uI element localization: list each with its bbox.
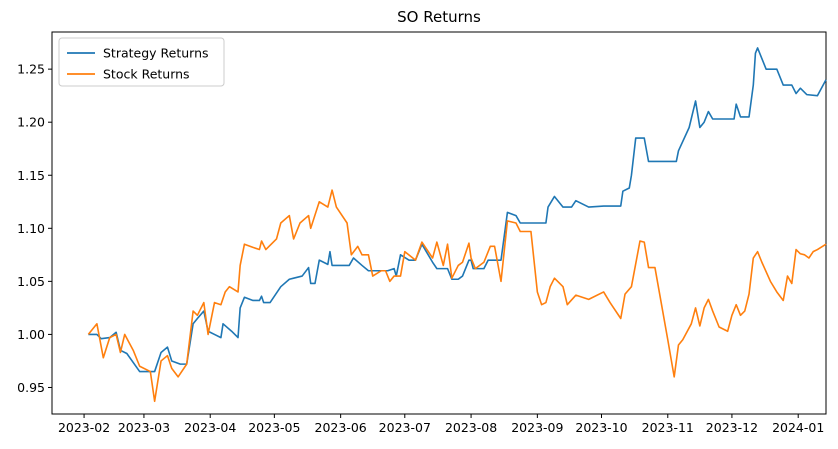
chart-title: SO Returns — [397, 8, 481, 26]
x-tick-label: 2023-08 — [445, 420, 497, 435]
series-line-2 — [87, 189, 827, 403]
series-layer — [87, 47, 827, 403]
legend-label-1: Strategy Returns — [103, 46, 209, 61]
x-tick-label: 2023-05 — [248, 420, 300, 435]
y-tick-label: 1.20 — [17, 115, 45, 130]
x-tick-label: 2023-12 — [706, 420, 758, 435]
x-tick-label: 2024-01 — [772, 420, 824, 435]
legend: Strategy Returns Stock Returns — [58, 37, 225, 87]
y-tick-label: 1.00 — [17, 327, 45, 342]
x-tick-label: 2023-11 — [642, 420, 694, 435]
x-axis: 2023-02 2023-03 2023-04 2023-05 2023-06 2023-… — [58, 414, 824, 435]
y-tick-label: 1.10 — [17, 221, 45, 236]
y-tick-label: 1.05 — [17, 274, 45, 289]
x-tick-label: 2023-09 — [511, 420, 563, 435]
x-tick-label: 2023-03 — [118, 420, 170, 435]
x-tick-label: 2023-10 — [575, 420, 627, 435]
legend-box — [58, 37, 225, 87]
series-line-1 — [88, 47, 827, 373]
x-tick-label: 2023-06 — [315, 420, 367, 435]
legend-label-2: Stock Returns — [103, 67, 190, 82]
y-tick-label: 0.95 — [17, 380, 45, 395]
plot-area — [51, 31, 827, 415]
y-tick-label: 1.25 — [17, 62, 45, 77]
y-axis: 0.95 1.00 1.05 1.10 1.15 1.20 1.25 — [17, 62, 52, 395]
x-tick-label: 2023-07 — [379, 420, 431, 435]
y-tick-label: 1.15 — [17, 168, 45, 183]
x-tick-label: 2023-04 — [184, 420, 236, 435]
x-tick-label: 2023-02 — [58, 420, 110, 435]
